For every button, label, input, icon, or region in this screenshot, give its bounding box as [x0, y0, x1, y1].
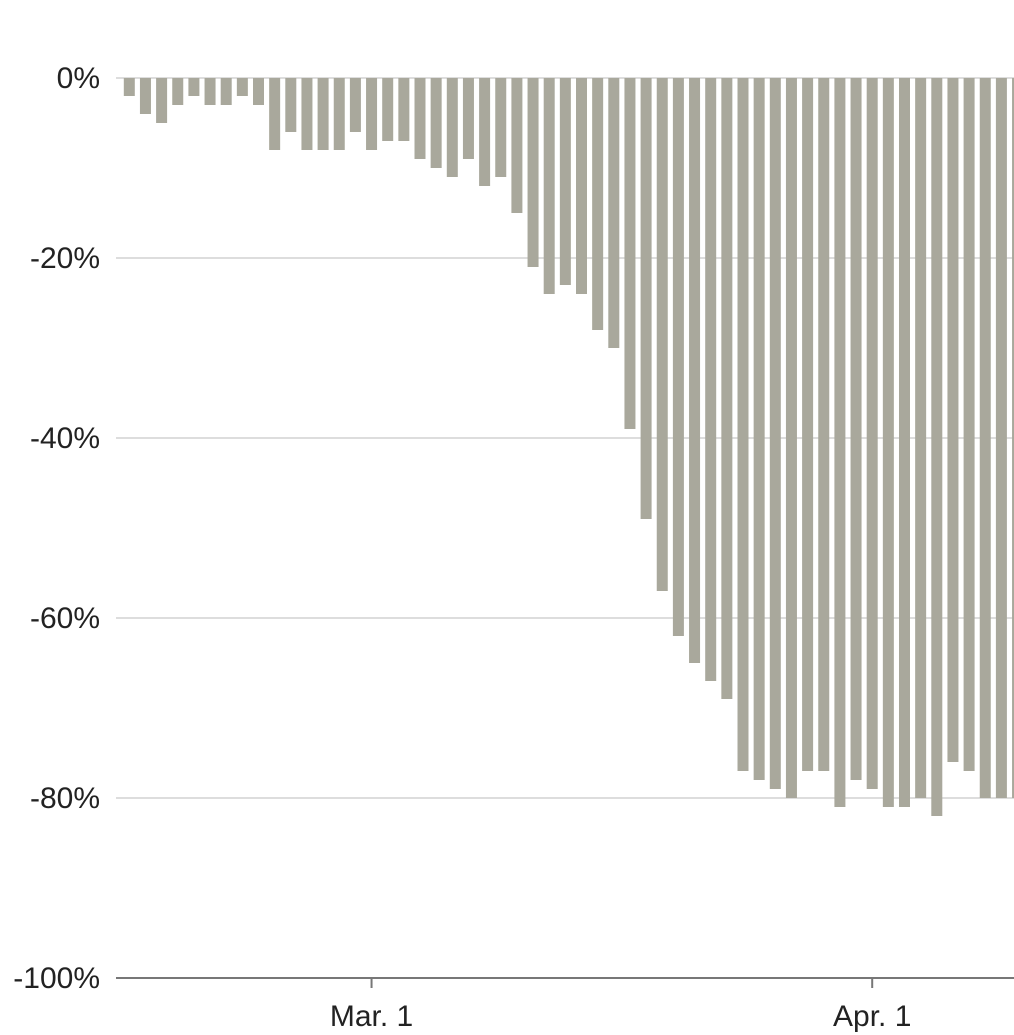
- y-tick-label: -80%: [30, 782, 100, 815]
- bar: [882, 78, 894, 807]
- bar: [624, 78, 636, 429]
- bar: [236, 78, 248, 96]
- bar: [527, 78, 539, 267]
- bar: [204, 78, 216, 105]
- bar: [850, 78, 862, 780]
- bar: [559, 78, 571, 285]
- bar: [608, 78, 620, 348]
- bar: [576, 78, 587, 294]
- bar: [899, 78, 910, 807]
- bar: [721, 78, 733, 699]
- tick-labels: 0% -20% -40% -60% -80% -100% Mar. 1 Apr. 1: [13, 62, 911, 1033]
- bar: [931, 78, 943, 816]
- bars: [123, 78, 1014, 816]
- bar: [479, 78, 491, 186]
- gridlines: [116, 77, 1014, 799]
- bar: [737, 78, 749, 771]
- bar: [366, 78, 378, 150]
- y-tick-label: 0%: [57, 62, 100, 95]
- x-axis: [116, 977, 1014, 988]
- bar: [656, 78, 668, 591]
- bar: [139, 78, 151, 114]
- bar: [382, 78, 394, 141]
- bar: [592, 78, 604, 330]
- bar: [430, 78, 442, 168]
- bar: [769, 78, 781, 789]
- bar: [317, 78, 329, 150]
- bar: [785, 78, 797, 798]
- bar: [462, 78, 474, 159]
- bar: [947, 78, 959, 762]
- x-tick-label: Apr. 1: [833, 1000, 911, 1033]
- bar: [301, 78, 313, 150]
- bar: [220, 78, 232, 105]
- y-tick-label: -40%: [30, 422, 100, 455]
- bar: [640, 78, 652, 519]
- bar: [979, 78, 991, 798]
- bar: [802, 78, 814, 771]
- y-tick-label: -100%: [13, 962, 100, 995]
- bar: [995, 78, 1007, 798]
- bar: [398, 78, 410, 141]
- x-tick-label: Mar. 1: [330, 1000, 413, 1033]
- bar: [753, 78, 765, 780]
- bar: [349, 78, 361, 132]
- bar: [495, 78, 507, 177]
- bar: [172, 78, 184, 105]
- bar: [915, 78, 927, 798]
- bar: [689, 78, 701, 663]
- bar: [188, 78, 200, 96]
- bar: [446, 78, 458, 177]
- bar: [123, 78, 135, 96]
- bar: [543, 78, 555, 294]
- bar: [511, 78, 523, 213]
- bar: [834, 78, 846, 807]
- bar: [269, 78, 281, 150]
- bar: [963, 78, 975, 771]
- bar: [672, 78, 684, 636]
- bar: [285, 78, 297, 132]
- bar: [253, 78, 264, 105]
- y-tick-label: -60%: [30, 602, 100, 635]
- bar: [818, 78, 830, 771]
- bar: [414, 78, 426, 159]
- bar: [156, 78, 168, 123]
- bar: [705, 78, 717, 681]
- y-tick-label: -20%: [30, 242, 100, 275]
- bar: [866, 78, 878, 789]
- bar: [1012, 78, 1014, 798]
- bar: [333, 78, 345, 150]
